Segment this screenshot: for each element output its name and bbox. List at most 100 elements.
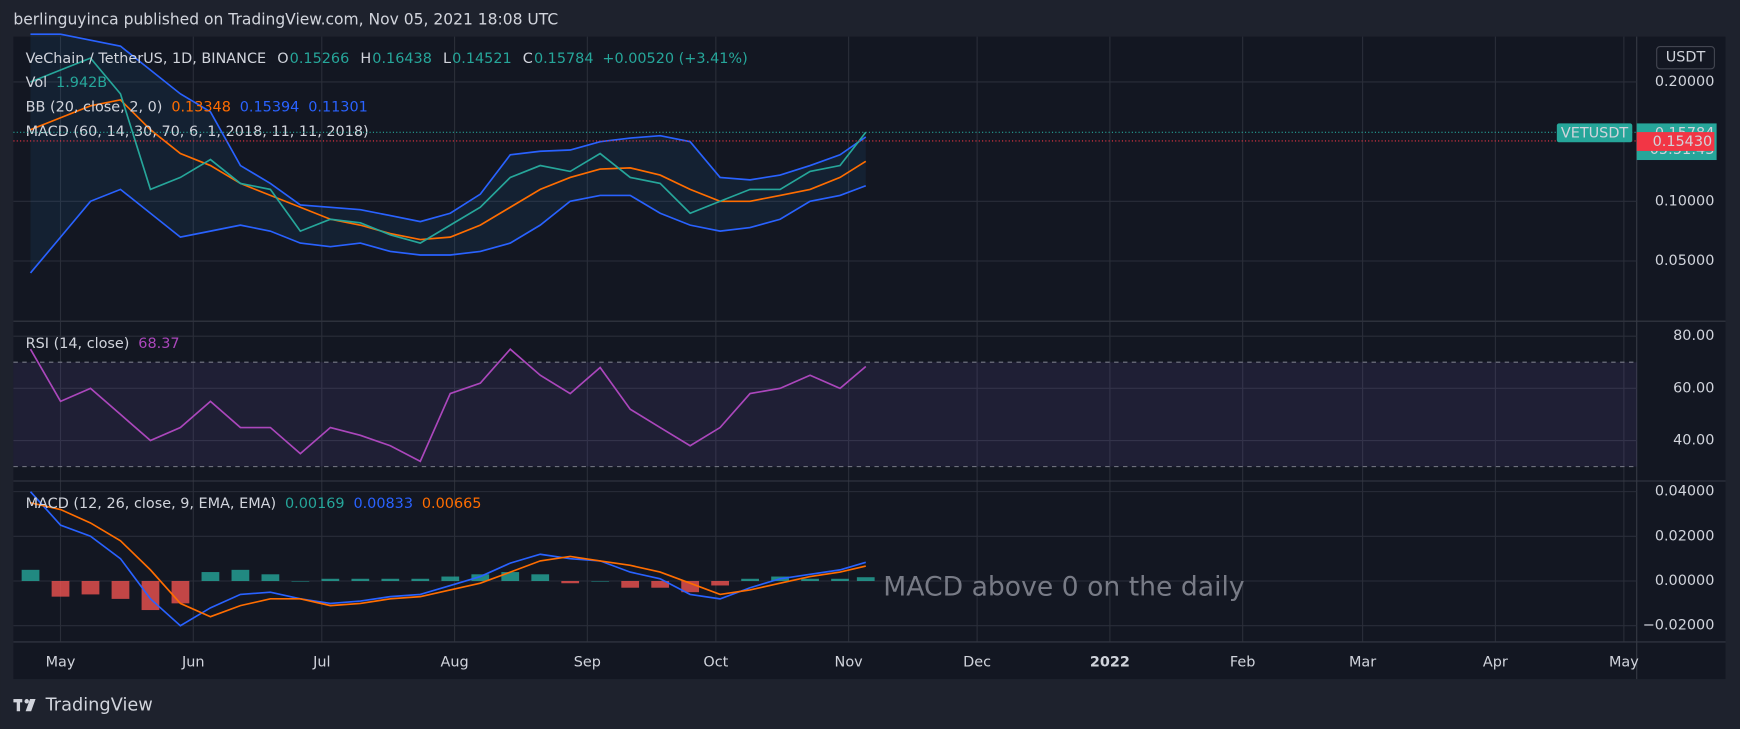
histogram-bar bbox=[681, 581, 700, 593]
x-tick-label: Aug bbox=[440, 654, 468, 670]
x-tick-label: Jun bbox=[181, 654, 205, 670]
histogram-bar bbox=[471, 574, 490, 582]
y-tick-label: 80.00 bbox=[1673, 328, 1714, 344]
legend-item: 0.14521 bbox=[452, 51, 512, 67]
legend-row: BB (20, close, 2, 0) 0.13348 0.15394 0.1130… bbox=[26, 100, 368, 116]
y-tick-label: −0.02000 bbox=[1643, 618, 1715, 634]
histogram-bar bbox=[651, 581, 670, 588]
histogram-bar bbox=[351, 578, 370, 582]
legend-item: 0.16438 bbox=[372, 51, 432, 67]
series-line bbox=[30, 57, 867, 245]
histogram-bar bbox=[801, 578, 819, 582]
legend-item: 0.13348 bbox=[171, 100, 231, 116]
histogram-bar bbox=[411, 578, 430, 582]
histogram-bar bbox=[291, 581, 310, 582]
annotation: MACD above 0 on the daily bbox=[883, 572, 1244, 603]
footer-logo bbox=[13, 699, 36, 712]
legend-item: Vol bbox=[26, 75, 48, 91]
histogram-bar bbox=[531, 574, 550, 582]
series-line bbox=[29, 348, 867, 463]
symbol-tag bbox=[1556, 123, 1633, 143]
y-tick-label: 0.10000 bbox=[1655, 193, 1715, 209]
chart-area bbox=[13, 36, 1726, 680]
histogram-bar bbox=[741, 578, 759, 582]
legend-row: MACD (12, 26, close, 9, EMA, EMA) 0.00169… bbox=[26, 496, 482, 512]
legend-item: 0.00169 bbox=[285, 496, 345, 512]
unit-label: USDT bbox=[1666, 50, 1706, 66]
y-tick-label: 40.00 bbox=[1673, 433, 1714, 449]
histogram-bar bbox=[201, 572, 220, 582]
x-tick-label: Sep bbox=[574, 654, 601, 670]
series-line bbox=[29, 184, 867, 274]
x-tick-label: Feb bbox=[1230, 654, 1256, 670]
footer-brand: TradingView bbox=[45, 696, 153, 716]
y-tick-label: 0.20000 bbox=[1655, 74, 1715, 90]
histogram-bar bbox=[831, 578, 849, 582]
legend-row: Vol 1.942B bbox=[26, 75, 108, 91]
histogram-bar bbox=[81, 581, 100, 595]
y-tick-label: 60.00 bbox=[1673, 380, 1714, 396]
histogram-bar bbox=[856, 577, 875, 582]
x-tick-label: Oct bbox=[703, 654, 728, 670]
unit-box bbox=[1656, 46, 1715, 70]
legend-item: VeChain / TetherUS, 1D, BINANCE bbox=[26, 51, 267, 67]
y-tick-label: 0.04000 bbox=[1655, 484, 1715, 500]
histogram-bar bbox=[591, 581, 610, 582]
histogram-bar bbox=[381, 578, 400, 582]
rsi-band-fill bbox=[13, 362, 1637, 467]
series-line bbox=[30, 501, 866, 618]
legend-item: BB (20, close, 2, 0) bbox=[26, 100, 163, 116]
histogram-bar bbox=[231, 569, 250, 582]
legend-item: C bbox=[523, 51, 533, 67]
histogram-bar bbox=[111, 581, 130, 599]
x-tick-label: May bbox=[1609, 654, 1639, 670]
x-tick-label: May bbox=[46, 654, 76, 670]
histogram-bar bbox=[711, 581, 730, 586]
histogram-bar bbox=[501, 572, 520, 582]
legend-item: 0.15784 bbox=[534, 51, 594, 67]
x-tick-label: 2022 bbox=[1090, 654, 1130, 670]
mark-price-tag bbox=[1636, 132, 1715, 151]
histogram-bar bbox=[441, 576, 460, 582]
y-tick-label: 0.05000 bbox=[1655, 253, 1715, 269]
x-tick-label: Mar bbox=[1349, 654, 1376, 670]
legend-row: VeChain / TetherUS, 1D, BINANCE O0.15266 H… bbox=[26, 51, 748, 67]
symbol-label: VETUSDT bbox=[1561, 125, 1629, 141]
legend-item: L bbox=[443, 51, 451, 67]
legend-item: RSI (14, close) bbox=[26, 336, 130, 352]
legend-item: 0.00665 bbox=[422, 496, 482, 512]
y-tick-label: 0.00000 bbox=[1655, 573, 1715, 589]
histogram-bar bbox=[141, 581, 160, 611]
series-line bbox=[30, 33, 867, 223]
legend-item: O bbox=[277, 51, 288, 67]
histogram-bar bbox=[561, 581, 580, 584]
legend-item: 0.11301 bbox=[308, 100, 368, 116]
histogram-bar bbox=[261, 574, 280, 582]
x-tick-label: Dec bbox=[963, 654, 991, 670]
legend-item: H bbox=[360, 51, 371, 67]
legend-item: MACD (12, 26, close, 9, EMA, EMA) bbox=[26, 496, 277, 512]
legend-item: +0.00520 (+3.41%) bbox=[602, 51, 747, 67]
legend-item: 0.00833 bbox=[353, 496, 413, 512]
mark-price-label: 0.15430 bbox=[1653, 134, 1713, 150]
x-tick-label: Apr bbox=[1483, 654, 1508, 670]
bb-fill bbox=[30, 34, 866, 273]
histogram-bar bbox=[171, 581, 190, 604]
header-title: berlinguyinca published on TradingView.c… bbox=[13, 10, 558, 28]
histogram-bar bbox=[321, 578, 340, 582]
y-tick-label: 0.02000 bbox=[1655, 528, 1715, 544]
legend-item: 1.942B bbox=[56, 75, 107, 91]
histogram-bar bbox=[21, 569, 40, 582]
legend-item: 0.15266 bbox=[290, 51, 350, 67]
histogram-bar bbox=[51, 581, 70, 597]
legend-item: 0.15394 bbox=[240, 100, 300, 116]
series-line bbox=[29, 491, 867, 627]
series-line bbox=[30, 98, 867, 241]
legend-item: 68.37 bbox=[138, 336, 179, 352]
x-tick-label: Jul bbox=[312, 654, 330, 670]
histogram-bar bbox=[621, 581, 640, 588]
x-tick-label: Nov bbox=[835, 654, 864, 670]
legend-row: RSI (14, close) 68.37 bbox=[26, 336, 180, 352]
